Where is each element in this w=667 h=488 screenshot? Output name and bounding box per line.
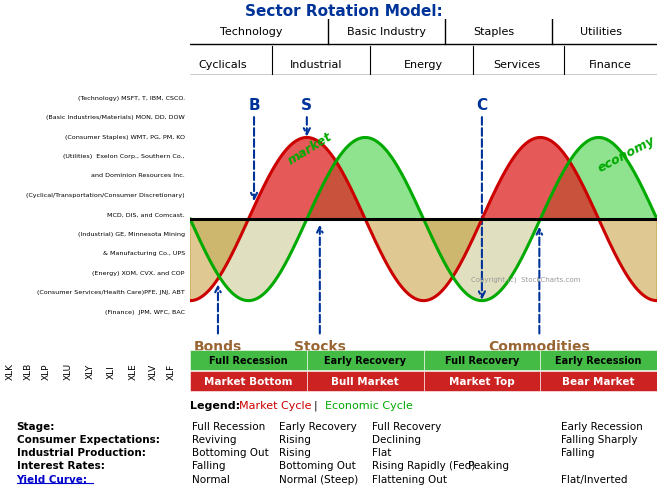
- Text: Commodities: Commodities: [488, 229, 590, 353]
- Text: Full Recovery: Full Recovery: [372, 422, 441, 431]
- Text: XLU: XLU: [63, 362, 73, 380]
- Bar: [307, 350, 424, 370]
- Text: S: S: [301, 97, 312, 135]
- Text: Flat/Inverted: Flat/Inverted: [561, 474, 628, 484]
- Text: Bear Market: Bear Market: [562, 376, 635, 386]
- Text: Industrial: Industrial: [290, 60, 342, 69]
- Text: Bottoming Out: Bottoming Out: [279, 460, 356, 469]
- Text: Energy: Energy: [404, 60, 443, 69]
- Text: Basic Industry: Basic Industry: [347, 27, 426, 37]
- Text: MCD, DIS, and Comcast.: MCD, DIS, and Comcast.: [99, 212, 185, 217]
- Text: (Cyclical/Transportation/Consumer Discretionary): (Cyclical/Transportation/Consumer Discre…: [26, 193, 185, 198]
- Text: and Dominion Resources Inc.: and Dominion Resources Inc.: [83, 173, 185, 178]
- Text: Full Recession: Full Recession: [193, 422, 265, 431]
- Text: Market Cycle: Market Cycle: [239, 400, 311, 410]
- Text: Interest Rates:: Interest Rates:: [17, 460, 105, 469]
- Text: Stocks: Stocks: [294, 227, 346, 353]
- Text: Early Recovery: Early Recovery: [324, 355, 406, 365]
- Text: (Consumer Services/Health Care)PFE, JNJ, ABT: (Consumer Services/Health Care)PFE, JNJ,…: [37, 289, 185, 295]
- Text: |: |: [313, 400, 317, 410]
- Bar: [424, 371, 540, 391]
- Text: & Manufacturing Co., UPS: & Manufacturing Co., UPS: [95, 251, 185, 256]
- Text: C: C: [476, 97, 488, 298]
- Text: Rising: Rising: [279, 434, 311, 444]
- Text: Normal: Normal: [193, 474, 230, 484]
- Text: (Utilities)  Exelon Corp., Southern Co.,: (Utilities) Exelon Corp., Southern Co.,: [63, 154, 185, 159]
- Text: XLB: XLB: [24, 362, 33, 380]
- Text: Yield Curve:: Yield Curve:: [17, 474, 87, 484]
- Text: Normal (Steep): Normal (Steep): [279, 474, 358, 484]
- Text: Technology: Technology: [219, 27, 282, 37]
- Text: Full Recession: Full Recession: [209, 355, 287, 365]
- Text: Rising: Rising: [279, 447, 311, 457]
- Text: Falling: Falling: [193, 460, 226, 469]
- Text: Sector Rotation Model:: Sector Rotation Model:: [245, 3, 443, 19]
- Text: Early Recession: Early Recession: [556, 355, 642, 365]
- Text: (Energy) XOM, CVX, and COP: (Energy) XOM, CVX, and COP: [93, 270, 185, 275]
- Text: XLP: XLP: [42, 363, 51, 379]
- Text: Full Recovery: Full Recovery: [445, 355, 519, 365]
- Text: B: B: [248, 97, 260, 200]
- Text: (Industrial) GE, Minnesota Mining: (Industrial) GE, Minnesota Mining: [78, 231, 185, 236]
- Text: Market Top: Market Top: [449, 376, 515, 386]
- Text: Finance: Finance: [589, 60, 632, 69]
- Bar: [540, 350, 657, 370]
- Text: Industrial Production:: Industrial Production:: [17, 447, 145, 457]
- Text: (Finance)  JPM, WFC, BAC: (Finance) JPM, WFC, BAC: [105, 309, 185, 314]
- Text: Flattening Out: Flattening Out: [372, 474, 447, 484]
- Text: Bonds: Bonds: [194, 287, 242, 353]
- Text: (Technology) MSFT, T, IBM, CSCO.: (Technology) MSFT, T, IBM, CSCO.: [78, 96, 185, 101]
- Bar: [190, 371, 307, 391]
- Text: Falling Sharply: Falling Sharply: [561, 434, 637, 444]
- Text: XLE: XLE: [129, 363, 137, 379]
- Bar: [424, 350, 540, 370]
- Text: XLI: XLI: [107, 364, 116, 378]
- Text: Staples: Staples: [473, 27, 514, 37]
- Text: Stage:: Stage:: [17, 422, 55, 431]
- Text: Rising Rapidly (Fed): Rising Rapidly (Fed): [372, 460, 475, 469]
- Text: Copyright (c)  StockCharts.com: Copyright (c) StockCharts.com: [471, 276, 580, 282]
- Text: Early Recession: Early Recession: [561, 422, 642, 431]
- Text: Cyclicals: Cyclicals: [199, 60, 247, 69]
- Bar: [190, 350, 307, 370]
- Text: (Consumer Staples) WMT, PG, PM, KO: (Consumer Staples) WMT, PG, PM, KO: [65, 134, 185, 140]
- Text: Declining: Declining: [372, 434, 421, 444]
- Text: Economic Cycle: Economic Cycle: [325, 400, 414, 410]
- Text: XLF: XLF: [166, 363, 175, 379]
- Text: Reviving: Reviving: [193, 434, 237, 444]
- Text: Peaking: Peaking: [468, 460, 509, 469]
- Text: XLY: XLY: [85, 363, 94, 379]
- Text: Utilities: Utilities: [580, 27, 622, 37]
- Text: economy: economy: [595, 134, 657, 175]
- Text: (Basic Industries/Materials) MON, DD, DOW: (Basic Industries/Materials) MON, DD, DO…: [46, 115, 185, 120]
- Text: Falling: Falling: [561, 447, 594, 457]
- Text: Legend:: Legend:: [190, 400, 240, 410]
- Text: Bull Market: Bull Market: [331, 376, 399, 386]
- Text: XLV: XLV: [148, 363, 157, 379]
- Text: Early Recovery: Early Recovery: [279, 422, 356, 431]
- Text: market: market: [285, 130, 334, 167]
- Text: Consumer Expectations:: Consumer Expectations:: [17, 434, 159, 444]
- Text: Services: Services: [494, 60, 540, 69]
- Text: Flat: Flat: [372, 447, 391, 457]
- Text: Market Bottom: Market Bottom: [204, 376, 293, 386]
- Bar: [307, 371, 424, 391]
- Text: XLK: XLK: [6, 363, 15, 379]
- Bar: [540, 371, 657, 391]
- Text: Bottoming Out: Bottoming Out: [193, 447, 269, 457]
